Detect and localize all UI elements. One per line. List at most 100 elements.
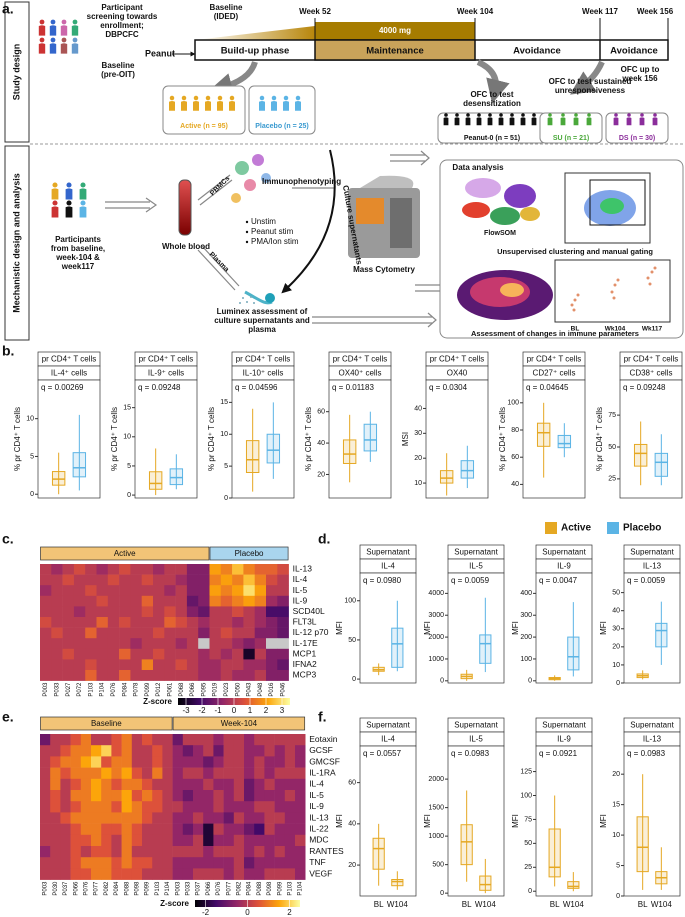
heat-cell	[213, 756, 224, 768]
arrow	[208, 60, 258, 97]
row-label: GMCSF	[309, 756, 340, 766]
heat-cell	[277, 659, 289, 671]
heat-cell	[101, 834, 112, 847]
row-label: IL-9	[309, 801, 324, 811]
heat-cell	[186, 638, 199, 650]
person-icon	[295, 95, 301, 101]
strip-title: pr CD4⁺ T cells	[139, 355, 194, 364]
colorbar-tick-label: 2	[264, 706, 269, 715]
heat-cell	[101, 846, 112, 858]
person-icon	[548, 113, 552, 117]
column-label: P030	[53, 881, 59, 896]
y-tick-label: 10	[123, 434, 131, 441]
heat-cell	[70, 868, 82, 880]
label: Immunophenotyping	[262, 177, 341, 186]
y-tick-label: 500	[432, 861, 444, 868]
arrow	[197, 245, 240, 291]
heat-cell	[51, 564, 63, 575]
y-tick-label: 125	[520, 768, 532, 775]
heat-cell	[232, 670, 244, 681]
y-tick-label: 10	[220, 431, 228, 438]
heat-cell	[85, 617, 97, 628]
heat-cell	[213, 778, 224, 791]
heat-cell	[62, 585, 75, 597]
y-tick-label: 10	[414, 480, 422, 487]
heat-cell	[60, 812, 71, 824]
gate	[589, 179, 646, 226]
colorbar-tick-label: 0	[232, 706, 237, 715]
heat-cell	[162, 823, 173, 836]
heat-cell	[62, 564, 75, 575]
column-label: P077	[226, 881, 232, 896]
plot-frame	[359, 745, 417, 897]
column-label: P003	[43, 682, 49, 697]
heat-cell	[111, 868, 122, 880]
heat-cell	[51, 574, 63, 586]
heat-cell	[186, 659, 199, 671]
y-tick-label: 40	[511, 481, 519, 488]
heat-cell	[254, 638, 267, 650]
heat-cell	[62, 648, 75, 660]
person-icon	[653, 113, 657, 117]
y-tick-label: 2000	[428, 634, 444, 641]
density-map	[500, 283, 524, 297]
heat-cell	[274, 812, 286, 824]
heat-cell	[60, 790, 71, 802]
y-tick-label: 2000	[428, 776, 444, 783]
heat-cell	[233, 823, 245, 836]
person-icon	[60, 25, 68, 36]
heat-cell	[223, 801, 235, 813]
heat-cell	[141, 659, 154, 671]
column-label: P103	[287, 881, 293, 896]
heat-cell	[198, 638, 210, 650]
heat-cell	[175, 648, 188, 660]
plasma-dots	[239, 296, 255, 304]
heat-cell	[284, 846, 296, 858]
y-tick-label: 40	[612, 608, 620, 615]
column-label: P027	[66, 682, 72, 697]
heat-cell	[40, 756, 51, 768]
heat-cell	[182, 734, 194, 746]
cell-icon	[235, 161, 249, 175]
label: Wk104	[605, 326, 626, 333]
heat-cell	[141, 627, 154, 639]
column-label: P077	[94, 881, 100, 896]
heat-cell	[220, 617, 233, 628]
heat-cell	[186, 595, 199, 607]
heat-cell	[182, 778, 194, 791]
heat-cell	[51, 670, 63, 681]
row-label: IL-13	[293, 564, 313, 574]
heat-cell	[96, 627, 109, 639]
y-axis-label: % pr CD4⁺ T cells	[110, 407, 119, 471]
heat-cell	[233, 734, 245, 746]
heat-cell	[111, 857, 122, 869]
heat-cell	[107, 638, 120, 650]
heat-cell	[209, 606, 222, 618]
heat-cell	[91, 745, 102, 757]
heat-cell	[70, 756, 82, 768]
heat-cell	[85, 648, 97, 660]
heat-cell	[85, 595, 97, 607]
heat-cell	[60, 823, 71, 836]
person-icon	[66, 200, 72, 206]
heat-cell	[50, 734, 61, 746]
person-icon	[80, 200, 86, 206]
label: Baseline	[102, 61, 135, 70]
heat-cell	[162, 767, 173, 780]
heat-cell	[142, 834, 153, 847]
heat-cell	[277, 670, 289, 681]
heat-cell	[51, 638, 63, 650]
heat-cell	[101, 767, 112, 780]
heat-cell	[254, 745, 265, 757]
heat-cell	[244, 834, 255, 847]
row-label: Eotaxin	[309, 734, 338, 744]
heat-cell	[73, 564, 86, 575]
heat-cell	[209, 627, 222, 639]
heat-cell	[121, 846, 133, 858]
heat-cell	[70, 801, 82, 813]
heat-cell	[119, 585, 131, 597]
column-label: P098	[267, 881, 273, 896]
strip-title: pr CD4⁺ T cells	[333, 355, 388, 364]
heat-cell	[73, 659, 86, 671]
cell-icon	[261, 173, 271, 183]
